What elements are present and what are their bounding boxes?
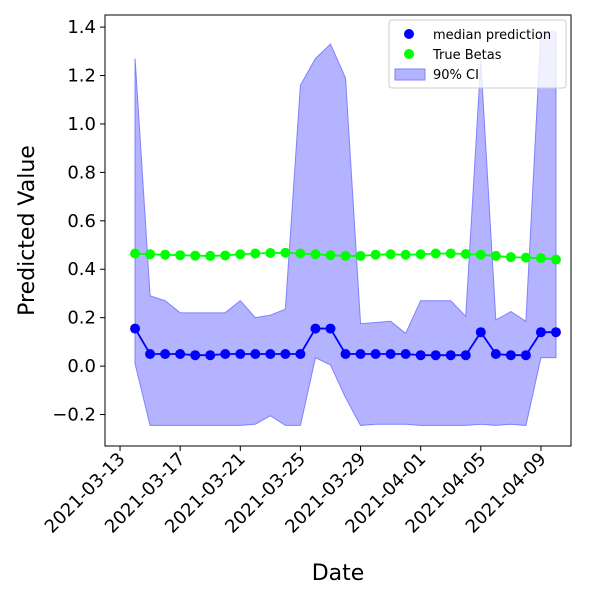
legend-label-median: median prediction [433, 28, 551, 43]
y-tick-label: 0.4 [67, 259, 96, 280]
y-tick-label: 0.6 [67, 211, 96, 232]
true-point [310, 249, 321, 260]
true-point [355, 250, 366, 261]
median-point [235, 348, 246, 359]
median-point [220, 348, 231, 359]
median-point [280, 348, 291, 359]
ci-band [134, 31, 557, 426]
x-axis-label: Date [312, 561, 365, 586]
true-point [280, 247, 291, 258]
legend-swatch-median [404, 29, 414, 39]
median-point [205, 350, 216, 361]
y-tick-label: 1.4 [67, 17, 96, 38]
plot-frame [104, 14, 572, 447]
legend: median prediction True Betas 90% CI [388, 19, 567, 89]
true-point [445, 248, 456, 259]
legend-swatch-true [404, 49, 414, 59]
true-point [130, 248, 141, 259]
true-point [250, 248, 261, 259]
legend-swatch-ci [394, 68, 426, 81]
confidence-band-layer [134, 31, 557, 426]
median-point [490, 348, 501, 359]
median-point [265, 348, 276, 359]
median-point [145, 348, 156, 359]
legend-label-ci: 90% CI [433, 68, 479, 83]
y-tick-label: −0.2 [52, 405, 96, 426]
true-point [325, 250, 336, 261]
median-point [355, 348, 366, 359]
true-point [385, 249, 396, 260]
median-point [175, 348, 186, 359]
true-point [205, 250, 216, 261]
median-point [340, 348, 351, 359]
y-tick-label: 1.0 [67, 114, 96, 135]
median-point [325, 323, 336, 334]
median-point [520, 350, 531, 361]
true-point [400, 249, 411, 260]
median-point [190, 350, 201, 361]
true-point [370, 249, 381, 260]
true-point [265, 248, 276, 259]
y-tick-label: 0.0 [67, 356, 96, 377]
series-point-layer [130, 247, 561, 361]
true-point [340, 250, 351, 261]
true-point [160, 249, 171, 260]
median-point [550, 327, 561, 338]
y-axis-ticks: −0.2 0.0 0.2 0.4 0.6 0.8 1.0 1.2 1.4 [52, 17, 105, 426]
true-point [430, 248, 441, 259]
true-point [295, 248, 306, 259]
median-point [460, 350, 471, 361]
true-point [475, 249, 486, 260]
median-point [535, 327, 546, 338]
true-point [550, 254, 561, 265]
true-point [460, 248, 471, 259]
median-point [400, 348, 411, 359]
median-point [310, 323, 321, 334]
y-axis-label: Predicted Value [15, 145, 40, 316]
y-tick-label: 0.8 [67, 162, 96, 183]
true-point [145, 249, 156, 260]
true-point [175, 250, 186, 261]
median-point [250, 348, 261, 359]
median-point [430, 350, 441, 361]
median-point [415, 350, 426, 361]
legend-label-true: True Betas [432, 48, 502, 63]
y-tick-label: 1.2 [67, 66, 96, 87]
true-point [535, 253, 546, 264]
median-point [370, 348, 381, 359]
true-point [190, 250, 201, 261]
median-point [160, 348, 171, 359]
true-point [490, 250, 501, 261]
median-point [385, 348, 396, 359]
true-point [220, 250, 231, 261]
median-point [445, 350, 456, 361]
true-point [505, 252, 516, 263]
true-point [520, 252, 531, 263]
median-point [130, 323, 141, 334]
median-point [475, 327, 486, 338]
true-point [415, 249, 426, 260]
legend-box [388, 19, 567, 89]
median-point [295, 348, 306, 359]
y-tick-label: 0.2 [67, 308, 96, 329]
true-point [235, 249, 246, 260]
median-point [505, 350, 516, 361]
